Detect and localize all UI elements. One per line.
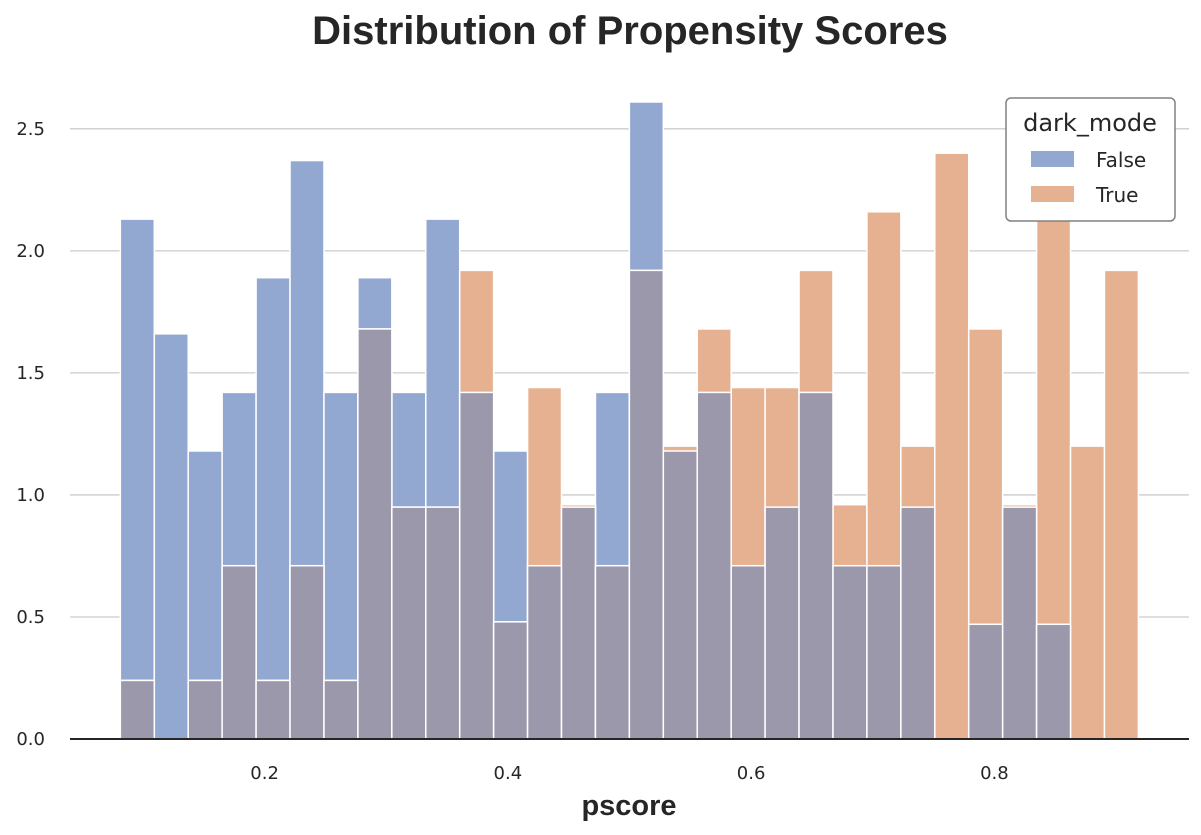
- bar-overlap: [662, 450, 698, 740]
- bar-overlap: [628, 269, 665, 740]
- x-tick-label: 0.4: [494, 763, 523, 784]
- bar-overlap: [798, 391, 834, 740]
- bar-overlap: [119, 679, 156, 740]
- bar-overlap: [492, 621, 529, 740]
- y-tick-label: 2.5: [16, 119, 45, 140]
- chart-title: Distribution of Propensity Scores: [312, 9, 948, 53]
- legend-label-true: True: [1095, 183, 1138, 207]
- bar-overlap: [967, 623, 1004, 740]
- x-tick-labels: 0.2 0.4 0.6 0.8: [250, 763, 1008, 784]
- bar-overlap: [560, 506, 597, 740]
- overlap-bars: [119, 269, 1072, 740]
- bar-overlap: [900, 506, 936, 740]
- bar-overlap: [764, 506, 800, 740]
- bar-overlap: [866, 564, 902, 740]
- bar-overlap: [832, 564, 868, 740]
- legend: dark_mode False True: [1005, 97, 1176, 222]
- x-tick-label: 0.2: [250, 763, 279, 784]
- bar-overlap: [1001, 506, 1038, 740]
- y-tick-label: 0.5: [16, 607, 45, 628]
- bar-overlap: [730, 564, 766, 740]
- bar-false: [119, 218, 156, 740]
- bar-overlap: [289, 564, 325, 740]
- legend-swatch-false: [1031, 151, 1074, 167]
- bar-overlap: [221, 564, 257, 740]
- bar-overlap: [391, 506, 427, 740]
- x-axis-label: pscore: [581, 790, 676, 822]
- y-tick-label: 1.5: [16, 363, 45, 384]
- bar-overlap: [255, 679, 291, 740]
- bar-overlap: [323, 679, 359, 740]
- bar-overlap: [594, 564, 631, 740]
- bar-true: [934, 152, 970, 740]
- bar-overlap: [696, 391, 732, 740]
- legend-title: dark_mode: [1023, 109, 1157, 137]
- bar-overlap: [526, 564, 563, 740]
- bar-true: [1103, 269, 1140, 740]
- bar-overlap: [1035, 623, 1072, 740]
- bar-false: [153, 333, 189, 740]
- bar-overlap: [357, 328, 393, 740]
- bar-true: [1069, 445, 1106, 740]
- bar-false: [255, 276, 291, 740]
- legend-label-false: False: [1096, 148, 1146, 172]
- x-tick-label: 0.6: [737, 763, 766, 784]
- bar-overlap: [425, 506, 461, 740]
- y-tick-label: 2.0: [16, 241, 45, 262]
- y-tick-label: 0.0: [16, 729, 45, 750]
- y-tick-labels: 0.0 0.5 1.0 1.5 2.0 2.5: [16, 119, 45, 750]
- bar-overlap: [458, 391, 495, 740]
- x-tick-label: 0.8: [980, 763, 1009, 784]
- bar-overlap: [187, 679, 223, 740]
- y-tick-label: 1.0: [16, 485, 45, 506]
- legend-swatch-true: [1031, 186, 1074, 202]
